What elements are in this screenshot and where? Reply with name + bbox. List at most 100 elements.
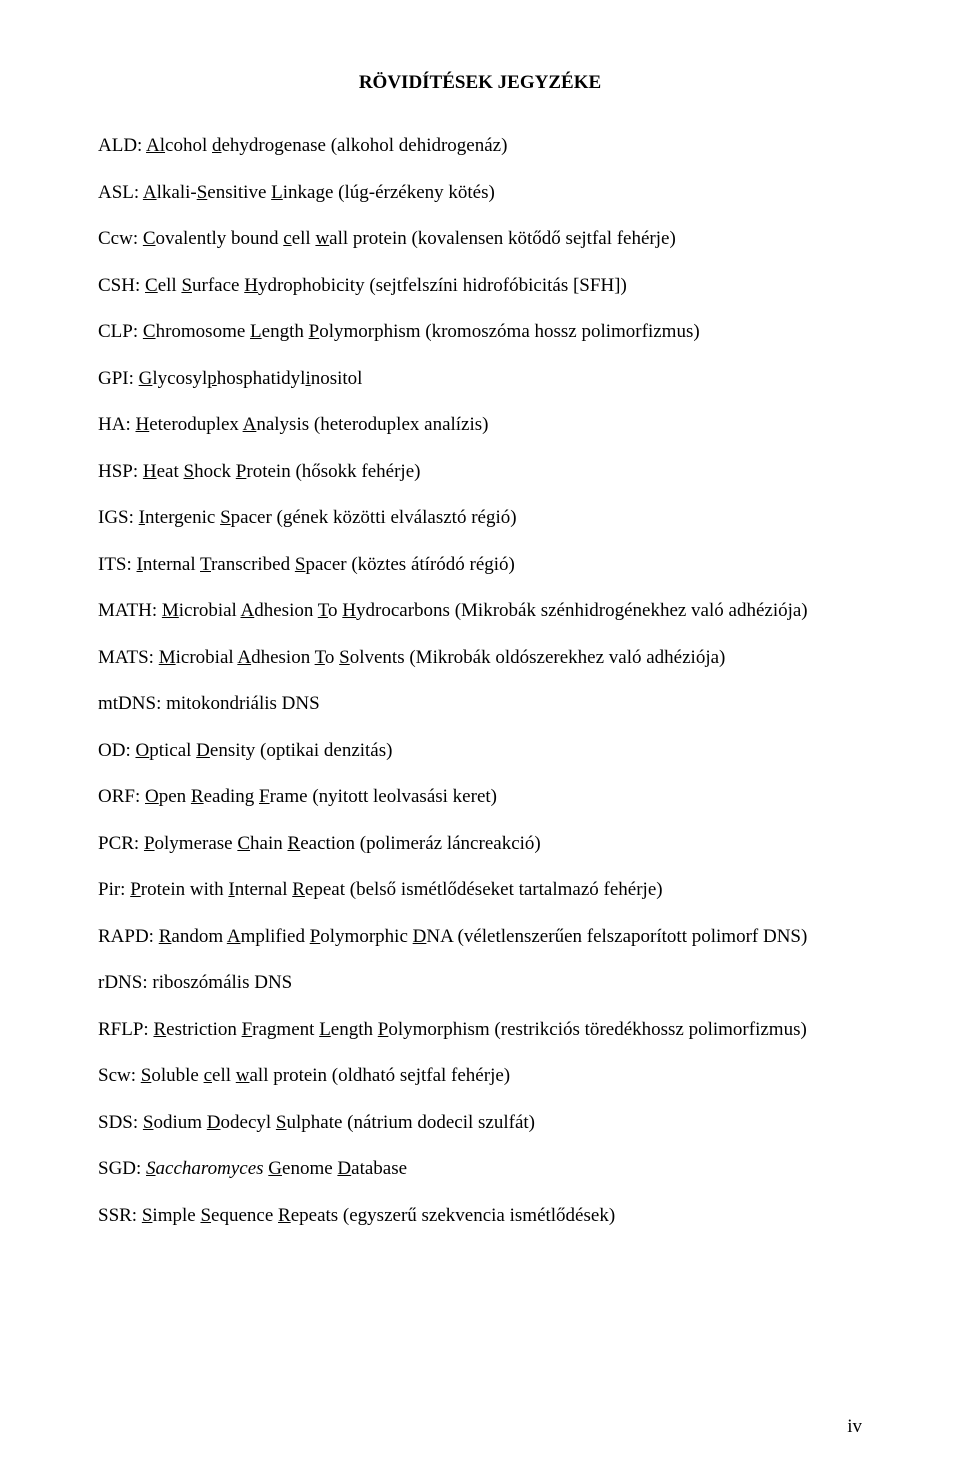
- abbrev-term: MATS:: [98, 647, 159, 668]
- abbrev-def-segment: S: [181, 275, 192, 296]
- abbrev-def-segment: A: [143, 182, 157, 203]
- abbrev-def-segment: S: [276, 1112, 287, 1133]
- abbrev-def-segment: ength: [262, 321, 309, 342]
- abbrev-def-segment: olvents (Mikrobák oldószerekhez való adh…: [350, 647, 726, 668]
- abbrev-def-segment: epeats (egyszerű szekvencia ismétlődések…: [291, 1205, 615, 1226]
- abbrev-term: ASL:: [98, 182, 143, 203]
- abbrev-def-segment: R: [191, 786, 204, 807]
- abbrev-def-segment: R: [278, 1205, 291, 1226]
- abbrev-def-segment: d: [212, 135, 222, 156]
- abbrev-def-segment: D: [196, 740, 210, 761]
- abbrev-def-segment: P: [309, 321, 320, 342]
- abbrev-def-segment: accharomyces: [156, 1158, 264, 1179]
- abbrev-entry: CSH: Cell Surface Hydrophobicity (sejtfe…: [98, 272, 862, 301]
- abbrev-entry: HSP: Heat Shock Protein (hősokk fehérje): [98, 458, 862, 487]
- page-title: RÖVIDÍTÉSEK JEGYZÉKE: [98, 72, 862, 94]
- abbrev-def-segment: ranscribed: [211, 554, 295, 575]
- abbrev-def-segment: odium: [153, 1112, 206, 1133]
- abbrev-def-segment: ntergenic: [145, 507, 220, 528]
- abbrev-term: Pir:: [98, 879, 130, 900]
- abbrev-def-segment: ydrocarbons (Mikrobák szénhidrogénekhez …: [356, 600, 808, 621]
- abbrev-def-segment: F: [242, 1019, 253, 1040]
- abbrev-def-segment: c: [283, 228, 291, 249]
- abbrev-def-segment: ydrophobicity (sejtfelszíni hidrofóbicit…: [258, 275, 627, 296]
- abbrev-def-segment: ength: [331, 1019, 378, 1040]
- abbrev-def-segment: urface: [192, 275, 244, 296]
- abbrev-entry: IGS: Intergenic Spacer (gének közötti el…: [98, 504, 862, 533]
- abbrev-term: RAPD:: [98, 926, 159, 947]
- abbrev-def-segment: nternal: [235, 879, 293, 900]
- abbrev-def-segment: T: [318, 600, 328, 621]
- abbrev-def-segment: L: [271, 182, 283, 203]
- abbrev-term: Ccw:: [98, 228, 143, 249]
- abbrev-entry: GPI: Glycosylphosphatidylinositol: [98, 365, 862, 394]
- abbrev-def-segment: c: [204, 1065, 212, 1086]
- abbrev-def-segment: S: [295, 554, 306, 575]
- abbrev-entry: RAPD: Random Amplified Polymorphic DNA (…: [98, 923, 862, 952]
- abbrev-def-segment: eat: [157, 461, 184, 482]
- abbrev-def-segment: atabase: [351, 1158, 407, 1179]
- abbrev-def-segment: all protein (oldható sejtfal fehérje): [250, 1065, 511, 1086]
- abbrev-term: OD:: [98, 740, 135, 761]
- abbrev-entry: OD: Optical Density (optikai denzitás): [98, 737, 862, 766]
- abbrev-def-segment: eaction (polimeráz láncreakció): [300, 833, 541, 854]
- abbrev-def-segment: w: [236, 1065, 250, 1086]
- abbrev-def-segment: ulphate (nátrium dodecil szulfát): [287, 1112, 536, 1133]
- abbrev-def-segment: R: [288, 833, 301, 854]
- abbrev-def-segment: G: [268, 1158, 282, 1179]
- abbrev-def-segment: S: [143, 1112, 154, 1133]
- abbrev-term: MATH:: [98, 600, 162, 621]
- abbrev-def-segment: pen: [159, 786, 191, 807]
- abbrev-def-segment: A: [241, 600, 255, 621]
- abbrev-def-segment: L: [319, 1019, 331, 1040]
- abbrev-entry: HA: Heteroduplex Analysis (heteroduplex …: [98, 411, 862, 440]
- abbrev-def-segment: S: [141, 1065, 152, 1086]
- abbrev-def-segment: olymorphism (restrikciós töredékhossz po…: [388, 1019, 806, 1040]
- abbrev-def-segment: P: [310, 926, 321, 947]
- abbrev-def-segment: G: [139, 368, 153, 389]
- abbrev-def-segment: imple: [152, 1205, 200, 1226]
- abbrev-term: ORF:: [98, 786, 145, 807]
- abbrev-def-segment: olymorphism (kromoszóma hossz polimorfiz…: [319, 321, 699, 342]
- abbrev-def-segment: ptical: [149, 740, 196, 761]
- abbrev-term: HA:: [98, 414, 135, 435]
- abbrev-def-segment: S: [142, 1205, 153, 1226]
- abbrev-def-segment: cohol: [165, 135, 212, 156]
- abbrev-entry: Scw: Soluble cell wall protein (oldható …: [98, 1062, 862, 1091]
- abbrev-def-segment: eteroduplex: [149, 414, 242, 435]
- abbrev-def-segment: olymorphic: [320, 926, 412, 947]
- abbrev-term: Scw:: [98, 1065, 141, 1086]
- abbrev-def-segment: M: [159, 647, 176, 668]
- abbrev-def-segment: pacer (köztes átíródó régió): [305, 554, 514, 575]
- abbrev-term: HSP:: [98, 461, 143, 482]
- abbrev-def-segment: R: [159, 926, 172, 947]
- abbreviation-list: ALD: Alcohol dehydrogenase (alkohol dehi…: [98, 132, 862, 1230]
- abbrev-def-segment: rame (nyitott leolvasási keret): [270, 786, 497, 807]
- abbrev-def-segment: S: [197, 182, 208, 203]
- abbrev-term: CLP:: [98, 321, 143, 342]
- abbrev-def-segment: inkage (lúg-érzékeny kötés): [283, 182, 495, 203]
- abbrev-def-segment: mitokondriális DNS: [166, 693, 320, 714]
- abbrev-def-segment: hosphatidyl: [217, 368, 306, 389]
- abbrev-entry: CLP: Chromosome Length Polymorphism (kro…: [98, 318, 862, 347]
- abbrev-def-segment: D: [337, 1158, 351, 1179]
- abbrev-term: mtDNS:: [98, 693, 166, 714]
- abbrev-def-segment: H: [143, 461, 157, 482]
- abbrev-def-segment: ensity (optikai denzitás): [210, 740, 393, 761]
- abbrev-def-segment: H: [244, 275, 258, 296]
- abbrev-term: rDNS:: [98, 972, 152, 993]
- abbrev-def-segment: C: [143, 228, 156, 249]
- abbrev-entry: ORF: Open Reading Frame (nyitott leolvas…: [98, 783, 862, 812]
- abbrev-def-segment: C: [143, 321, 156, 342]
- abbrev-term: ALD:: [98, 135, 146, 156]
- abbrev-def-segment: O: [145, 786, 159, 807]
- abbrev-def-segment: nositol: [311, 368, 363, 389]
- abbrev-entry: SDS: Sodium Dodecyl Sulphate (nátrium do…: [98, 1109, 862, 1138]
- abbrev-def-segment: ovalently bound: [156, 228, 284, 249]
- abbrev-def-segment: P: [144, 833, 155, 854]
- abbrev-def-segment: L: [250, 321, 262, 342]
- abbrev-term: SDS:: [98, 1112, 143, 1133]
- abbrev-term: IGS:: [98, 507, 139, 528]
- abbrev-def-segment: S: [200, 1205, 211, 1226]
- abbrev-def-segment: A: [243, 414, 257, 435]
